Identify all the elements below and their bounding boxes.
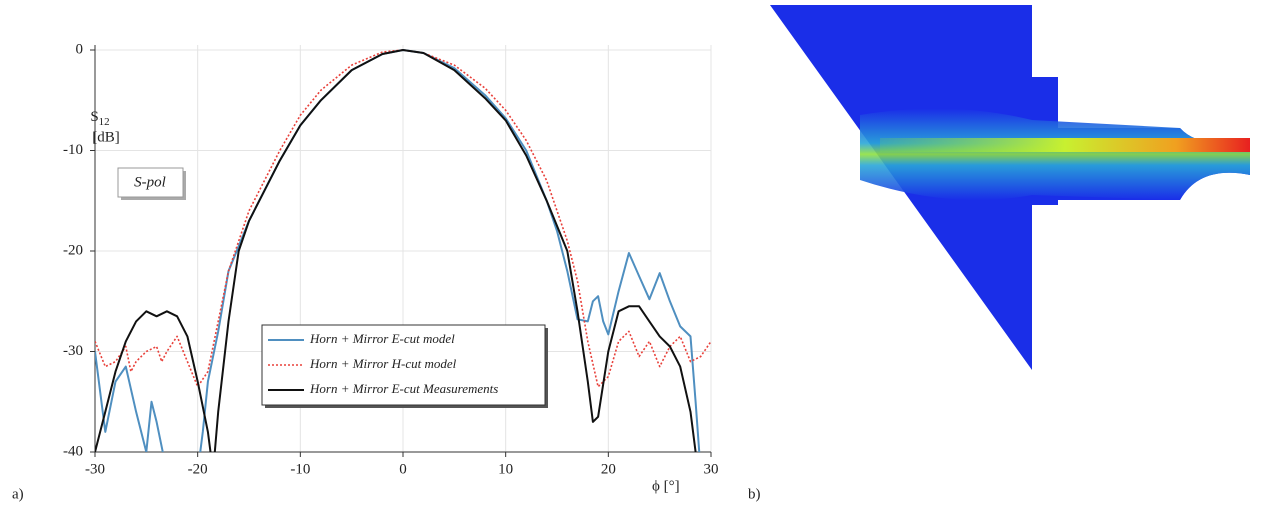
data-line	[95, 49, 697, 452]
legend-label: Horn + Mirror H-cut model	[309, 356, 457, 371]
y-tick-label: -40	[63, 443, 83, 459]
y-tick-label: -20	[63, 242, 83, 258]
panel-label: b)	[748, 486, 761, 502]
y-tick-label: -30	[63, 343, 83, 359]
x-tick-label: -30	[85, 461, 105, 477]
field-image	[770, 5, 1250, 370]
y-tick-label: 0	[76, 41, 84, 57]
panel-label: a)	[12, 486, 24, 502]
x-tick-label: -10	[290, 461, 310, 477]
legend-label: Horn + Mirror E-cut model	[309, 331, 455, 346]
y-axis-label: S12	[90, 109, 109, 127]
annotation: S-pol	[134, 174, 166, 190]
y-label-sub: 12	[99, 116, 110, 128]
x-tick-label: 0	[399, 461, 407, 477]
x-tick-label: -20	[188, 461, 208, 477]
data-line	[95, 49, 701, 452]
x-tick-label: 30	[704, 461, 719, 477]
legend-label: Horn + Mirror E-cut Measurements	[309, 381, 498, 396]
x-axis-label: ϕ [°]	[652, 478, 680, 494]
y-label-main: S	[90, 109, 98, 125]
legend-box	[261, 324, 546, 406]
annotation-box	[117, 167, 184, 198]
y-axis-unit: [dB]	[92, 129, 120, 145]
x-tick-label: 20	[601, 461, 616, 477]
legend: Horn + Mirror E-cut model Horn + Mirror H…	[261, 324, 548, 408]
y-tick-label: -10	[63, 142, 83, 158]
x-tick-label: 10	[498, 461, 513, 477]
